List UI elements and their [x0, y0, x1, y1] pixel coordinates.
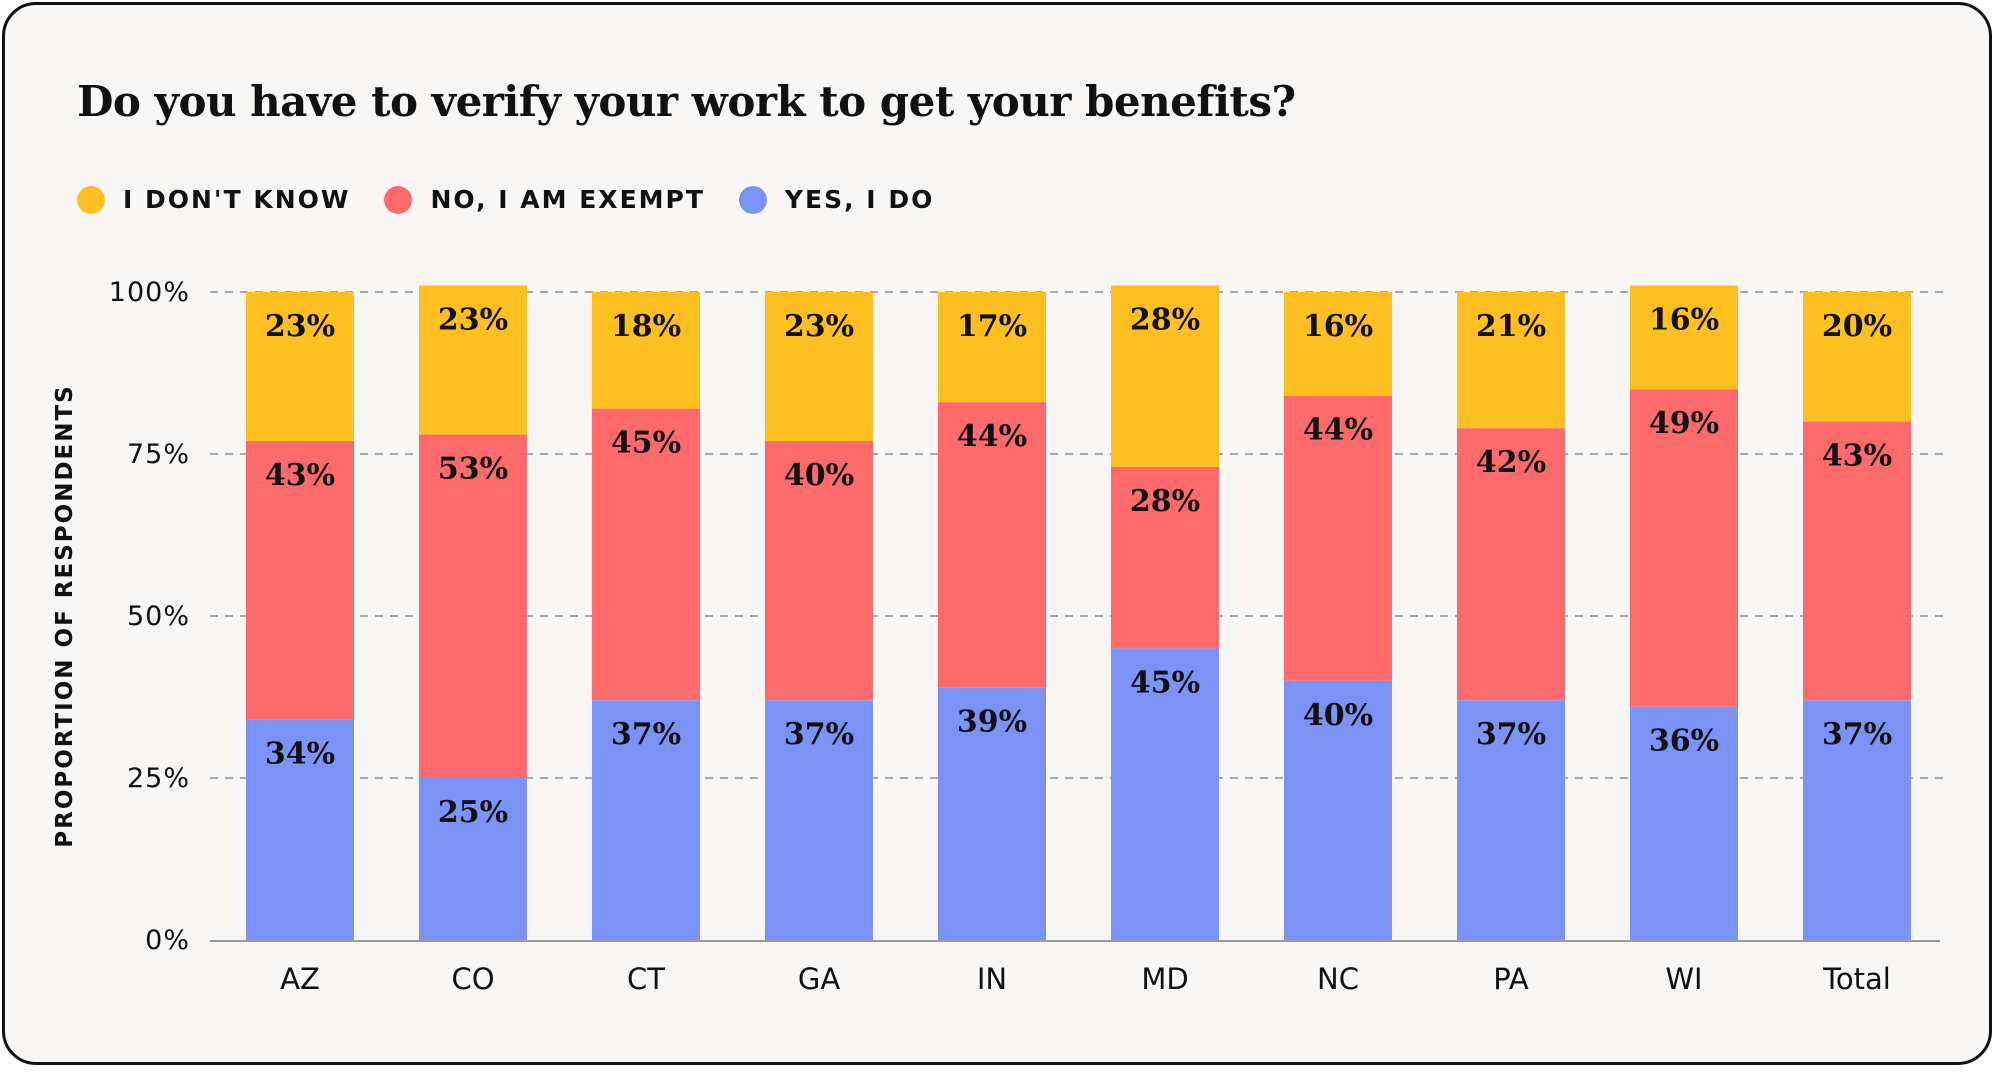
bar-data-label: 43% [265, 458, 335, 493]
bar-segment [246, 441, 354, 720]
bar-segment [592, 408, 700, 701]
bar-data-label: 28% [1130, 303, 1200, 338]
x-tick-label: GA [798, 962, 840, 996]
y-tick-label: 25% [127, 763, 190, 794]
bar-segment [938, 292, 1046, 403]
legend-swatch-exempt [384, 185, 413, 214]
bar-data-label: 23% [265, 309, 335, 344]
bar-segment [1111, 285, 1219, 467]
bar-data-label: 18% [611, 309, 681, 344]
bar-data-label: 37% [1822, 717, 1892, 752]
bar-data-label: 42% [1476, 445, 1546, 480]
bar-data-label: 36% [1649, 724, 1719, 759]
legend-label-exempt: NO, I AM EXEMPT [430, 185, 705, 214]
bar-data-label: 21% [1476, 309, 1546, 344]
bar-segment [592, 700, 700, 940]
bar-segment [1284, 680, 1392, 940]
bar-segment [592, 292, 700, 409]
bar-data-label: 43% [1822, 439, 1892, 474]
bar-data-label: 37% [1476, 717, 1546, 752]
bar-data-label: 34% [265, 737, 335, 772]
bar-segment [246, 719, 354, 940]
bar-data-label: 44% [957, 419, 1027, 454]
bar-data-label: 40% [784, 458, 854, 493]
bar-segment [765, 441, 873, 701]
x-tick-label: MD [1141, 962, 1188, 996]
bar-segment [419, 285, 527, 435]
bar-segment [1111, 466, 1219, 649]
bar-data-label: 23% [438, 303, 508, 338]
y-tick-label: 100% [109, 277, 190, 308]
x-tick-label: AZ [280, 962, 320, 996]
y-axis-title: PROPORTION OF RESPONDENTS [52, 384, 78, 847]
bar-data-label: 45% [1130, 665, 1200, 700]
bar-data-label: 16% [1303, 309, 1373, 344]
bar-data-label: 37% [784, 717, 854, 752]
legend-label-yes: YES, I DO [784, 185, 935, 214]
x-tick-label: CT [627, 962, 665, 996]
x-tick-label: CO [451, 962, 494, 996]
legend-item-exempt: NO, I AM EXEMPT [384, 185, 704, 214]
bar-segment [246, 292, 354, 442]
x-tick-label: IN [977, 962, 1007, 996]
legend-swatch-yes [738, 185, 767, 214]
bar-segment [1630, 285, 1738, 390]
bar-segment [1803, 292, 1911, 422]
bar-data-label: 53% [438, 452, 508, 487]
x-tick-label: PA [1493, 962, 1529, 996]
bar-segment [765, 292, 873, 442]
y-tick-label: 75% [127, 439, 190, 470]
bar-data-label: 17% [957, 309, 1027, 344]
bar-data-label: 25% [438, 795, 508, 830]
y-tick-label: 50% [127, 601, 190, 632]
bar-data-label: 28% [1130, 484, 1200, 519]
bar-segment [1803, 700, 1911, 940]
legend-label-dont-know: I DON'T KNOW [123, 185, 351, 214]
bar-segment [938, 687, 1046, 940]
bar-segment [1284, 292, 1392, 396]
bar-segment [1457, 700, 1565, 940]
bar-data-label: 39% [957, 704, 1027, 739]
legend: I DON'T KNOW NO, I AM EXEMPT YES, I DO [77, 185, 968, 214]
bar-segment [1284, 395, 1392, 681]
bar-segment [1111, 648, 1219, 940]
bar-segment [765, 700, 873, 940]
bar-segment [419, 778, 527, 940]
bar-data-label: 16% [1649, 303, 1719, 338]
bar-segment [1630, 706, 1738, 940]
x-tick-label: Total [1822, 962, 1891, 996]
bar-data-label: 40% [1303, 698, 1373, 733]
x-tick-label: NC [1317, 962, 1359, 996]
legend-swatch-dont-know [77, 185, 105, 214]
bar-segment [419, 434, 527, 778]
legend-item-yes: YES, I DO [738, 185, 935, 214]
chart-title: Do you have to verify your work to get y… [77, 77, 1296, 126]
bar-segment [1457, 292, 1565, 429]
legend-item-dont-know: I DON'T KNOW [77, 185, 350, 214]
bar-data-label: 37% [611, 717, 681, 752]
bar-data-label: 20% [1822, 309, 1892, 344]
bar-data-label: 49% [1649, 406, 1719, 441]
x-tick-label: WI [1665, 962, 1702, 996]
bar-data-label: 44% [1303, 413, 1373, 448]
bar-data-label: 45% [611, 426, 681, 461]
bar-data-label: 23% [784, 309, 854, 344]
bar-segment [1630, 389, 1738, 707]
bar-segment [1457, 428, 1565, 701]
bar-segment [938, 402, 1046, 688]
bar-segment [1803, 421, 1911, 701]
y-tick-label: 0% [145, 925, 190, 956]
